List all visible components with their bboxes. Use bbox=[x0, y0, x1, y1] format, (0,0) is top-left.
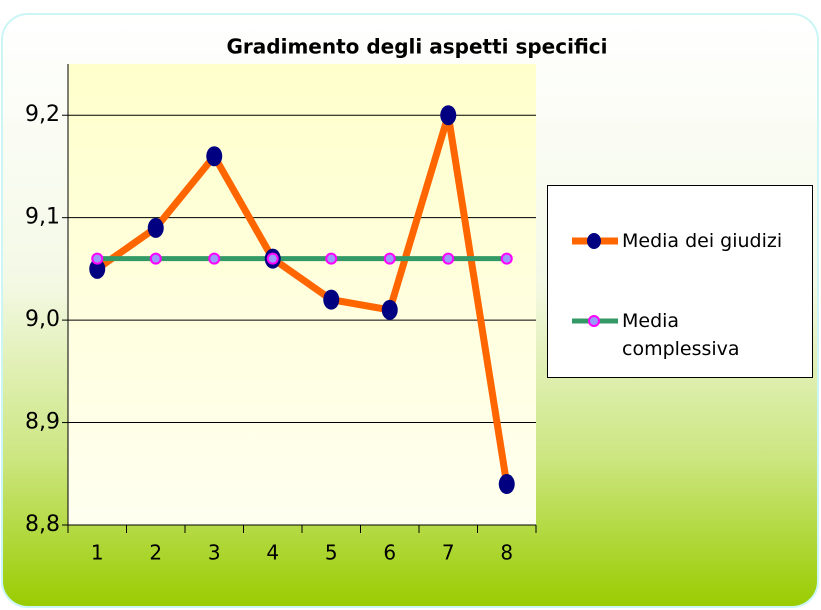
x-tick-label: 2 bbox=[149, 541, 162, 565]
data-point bbox=[89, 258, 106, 279]
data-point bbox=[206, 146, 223, 167]
x-tick-label: 4 bbox=[266, 541, 279, 565]
plot-area bbox=[68, 64, 536, 525]
chart-title: Gradimento degli aspetti specifici bbox=[227, 35, 608, 59]
x-tick-label: 8 bbox=[500, 541, 513, 565]
data-point bbox=[266, 252, 279, 265]
x-tick-label: 6 bbox=[383, 541, 396, 565]
y-tick-label: 8,8 bbox=[25, 512, 60, 537]
legend-marker bbox=[587, 233, 601, 249]
legend: Media dei giudizi Media complessiva bbox=[547, 185, 813, 378]
x-tick-label: 1 bbox=[91, 541, 104, 565]
x-tick-label: 3 bbox=[208, 541, 221, 565]
legend-marker bbox=[588, 315, 600, 327]
series-line bbox=[95, 111, 511, 485]
data-point bbox=[325, 252, 338, 265]
x-tick-label: 7 bbox=[442, 541, 455, 565]
y-tick-label: 9,2 bbox=[25, 102, 60, 127]
data-point bbox=[500, 252, 513, 265]
data-point bbox=[498, 474, 515, 495]
y-tick-label: 8,9 bbox=[25, 410, 60, 435]
y-tick-label: 9,0 bbox=[25, 307, 60, 332]
data-point bbox=[383, 252, 396, 265]
legend-label: Media complessiva bbox=[622, 310, 740, 360]
data-point bbox=[147, 217, 164, 238]
data-point bbox=[149, 252, 162, 265]
data-point bbox=[442, 252, 455, 265]
data-point bbox=[440, 105, 457, 126]
data-point bbox=[381, 299, 398, 320]
y-tick-label: 9,1 bbox=[25, 205, 60, 230]
data-point bbox=[208, 252, 221, 265]
legend-keys bbox=[572, 233, 618, 327]
data-point bbox=[323, 289, 340, 310]
x-tick-label: 5 bbox=[325, 541, 338, 565]
legend-label: Media dei giudizi bbox=[622, 230, 783, 252]
data-point bbox=[91, 252, 104, 265]
